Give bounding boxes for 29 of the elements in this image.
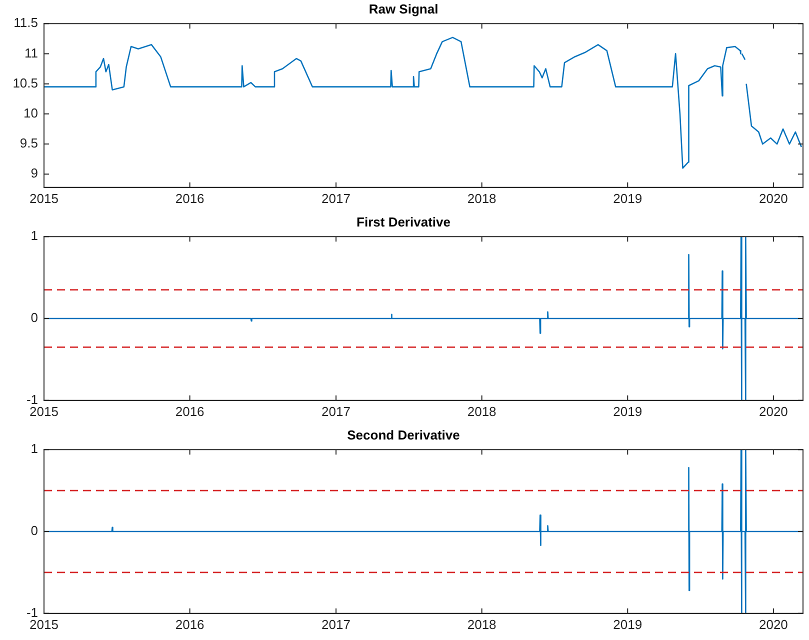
y-tick-label: 0 bbox=[30, 310, 38, 326]
y-tick-label: 11.5 bbox=[14, 15, 38, 30]
chart-title: Second Derivative bbox=[347, 427, 460, 442]
y-tick-label: 1 bbox=[30, 441, 38, 456]
x-tick-label: 2018 bbox=[467, 190, 496, 206]
y-tick-label: 1 bbox=[30, 228, 38, 244]
y-tick-label: 10 bbox=[24, 106, 38, 121]
x-tick-label: 2019 bbox=[613, 404, 642, 419]
chart-title: First Derivative bbox=[356, 214, 450, 230]
x-tick-label: 2016 bbox=[175, 404, 204, 419]
x-tick-label: 2015 bbox=[30, 190, 58, 206]
x-tick-label: 2020 bbox=[758, 404, 788, 419]
y-tick-label: 9.5 bbox=[20, 136, 38, 151]
x-tick-label: 2017 bbox=[322, 190, 350, 206]
x-tick-label: 2020 bbox=[758, 616, 788, 632]
x-tick-label: 2020 bbox=[758, 190, 788, 206]
y-tick-label: 11 bbox=[24, 45, 38, 60]
x-tick-label: 2018 bbox=[467, 616, 496, 632]
y-tick-label: 9 bbox=[30, 166, 38, 181]
x-tick-label: 2019 bbox=[613, 616, 642, 632]
chart-title: Raw Signal bbox=[368, 1, 438, 16]
x-tick-label: 2017 bbox=[322, 616, 350, 632]
y-tick-label: 0 bbox=[30, 523, 38, 538]
x-tick-label: 2019 bbox=[613, 190, 642, 206]
x-tick-label: 2017 bbox=[322, 404, 350, 419]
y-tick-label: 10.5 bbox=[12, 75, 38, 90]
x-tick-label: 2016 bbox=[175, 190, 204, 206]
x-tick-label: 2016 bbox=[175, 616, 204, 632]
x-tick-label: 2018 bbox=[467, 404, 496, 419]
